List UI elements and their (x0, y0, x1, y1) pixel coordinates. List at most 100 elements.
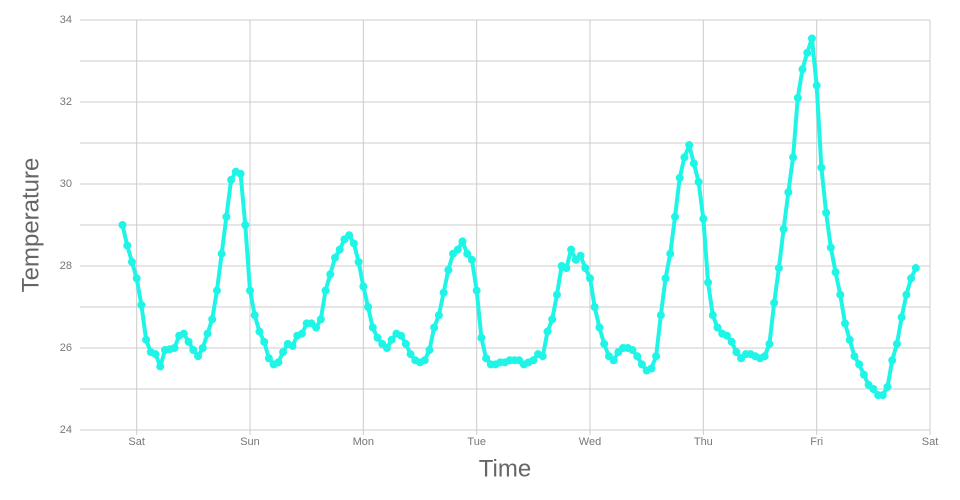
line (120, 36, 918, 398)
point (708, 311, 717, 320)
point (798, 65, 807, 74)
x-tick-label: Sun (240, 436, 260, 448)
point (586, 274, 594, 283)
point (184, 337, 193, 346)
point (321, 286, 330, 295)
point (807, 34, 816, 43)
point (137, 300, 146, 309)
point (382, 344, 391, 352)
point (671, 212, 679, 221)
point (472, 286, 481, 295)
point (241, 221, 250, 229)
point (179, 329, 188, 338)
point (194, 352, 203, 361)
point (274, 358, 283, 367)
point (246, 286, 254, 295)
point (331, 253, 339, 262)
point (675, 173, 684, 182)
point (260, 337, 269, 346)
point (425, 346, 434, 355)
point (543, 327, 552, 336)
x-tick-label: Sat (128, 436, 145, 448)
point (883, 382, 892, 391)
point (255, 327, 264, 336)
point (656, 311, 665, 320)
point (406, 350, 415, 359)
point (680, 153, 689, 162)
point (364, 303, 373, 311)
point (123, 241, 132, 250)
point (477, 333, 486, 342)
point (770, 298, 779, 307)
x-tick-label: Thu (694, 436, 713, 448)
point (151, 350, 160, 359)
point (217, 249, 226, 258)
point (652, 352, 661, 361)
point (793, 93, 802, 102)
point (817, 163, 826, 172)
point (567, 245, 576, 254)
point (850, 352, 859, 361)
point (198, 344, 207, 352)
point (803, 48, 812, 57)
y-tick-label: 26 (60, 342, 72, 354)
point (208, 315, 217, 324)
point (345, 231, 354, 240)
point (250, 311, 259, 320)
point (713, 323, 722, 332)
point (529, 356, 538, 365)
point (142, 335, 151, 344)
point (704, 278, 713, 287)
point (548, 315, 557, 324)
point (316, 315, 325, 324)
point (784, 188, 793, 197)
point (836, 290, 845, 299)
point (387, 335, 396, 344)
point (397, 331, 406, 340)
point (552, 290, 561, 299)
point (297, 329, 306, 338)
point (288, 341, 297, 350)
point (907, 274, 916, 283)
point (812, 81, 821, 90)
point (335, 245, 344, 254)
point (774, 264, 783, 273)
point (911, 264, 920, 273)
point (373, 333, 382, 342)
y-tick-label: 30 (60, 178, 72, 190)
point (779, 225, 788, 234)
point (222, 212, 231, 221)
point (892, 339, 901, 348)
point (694, 177, 703, 186)
point (685, 141, 694, 150)
point (312, 323, 321, 332)
x-tick-label: Fri (810, 436, 823, 448)
point (722, 331, 731, 340)
y-tick-label: 32 (60, 96, 72, 108)
point (841, 319, 849, 328)
point (189, 346, 198, 355)
point (458, 237, 467, 246)
x-tick-label: Mon (353, 436, 374, 448)
point (279, 348, 288, 357)
point (789, 153, 798, 162)
point (869, 385, 878, 393)
y-axis-title: Temperature (17, 158, 44, 293)
point (368, 323, 377, 332)
point (888, 356, 897, 365)
point (845, 335, 854, 344)
point (859, 370, 868, 379)
point (264, 354, 273, 363)
point (463, 249, 472, 258)
point (765, 339, 774, 348)
point (576, 251, 585, 260)
y-tick-label: 34 (60, 14, 72, 26)
point (661, 274, 670, 283)
point (170, 344, 179, 352)
point (467, 255, 476, 264)
x-tick-label: Sat (922, 436, 939, 448)
point (732, 348, 741, 357)
point (420, 356, 429, 365)
point (326, 270, 335, 279)
point (349, 239, 358, 248)
